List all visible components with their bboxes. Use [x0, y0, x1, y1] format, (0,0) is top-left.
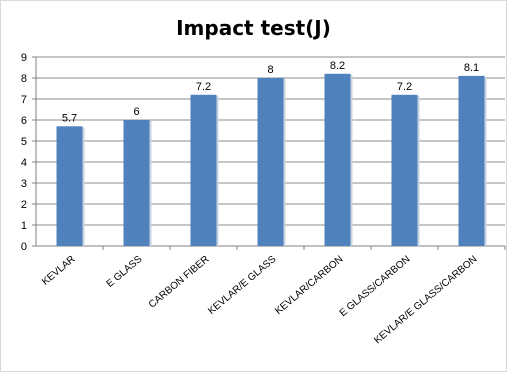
bar: [391, 94, 418, 246]
data-label: 5.7: [62, 112, 77, 124]
data-label: 8: [267, 64, 273, 76]
data-labels: 5.7 6 7.2 8 8.2 7.2 8.1: [62, 60, 479, 125]
y-tick-label: 5: [21, 136, 27, 148]
chart-title: Impact test(J): [176, 16, 331, 40]
y-tick-label: 3: [21, 178, 27, 190]
bars: [56, 73, 487, 247]
category-label: KEVLAR/E GLASS: [206, 254, 278, 317]
category-label: CARBON FIBER: [147, 254, 212, 311]
y-tick-label: 1: [21, 220, 27, 232]
bar: [190, 94, 217, 246]
y-tick-label: 7: [21, 94, 27, 106]
y-tick-label: 9: [21, 52, 27, 64]
bar: [257, 78, 284, 246]
y-tick-label: 0: [21, 241, 27, 253]
data-label: 7.2: [397, 81, 412, 93]
bar: [123, 120, 150, 246]
category-label: KEVLAR/CARBON: [273, 254, 345, 317]
y-tick-label: 4: [21, 157, 27, 169]
bar: [56, 126, 83, 246]
y-axis: 0 1 2 3 4 5 6 7 8 9: [21, 52, 37, 253]
data-label: 8.2: [330, 60, 345, 72]
bar: [324, 73, 351, 246]
y-tick-label: 8: [21, 73, 27, 85]
data-label: 6: [133, 106, 139, 118]
bar: [458, 75, 485, 247]
category-label: E GLASS/CARBON: [338, 254, 413, 319]
y-tick-label: 6: [21, 115, 27, 127]
category-label: E GLASS: [105, 254, 145, 290]
y-tick-label: 2: [21, 199, 27, 211]
data-label: 7.2: [196, 81, 211, 93]
data-label: 8.1: [464, 62, 479, 74]
category-label: KEVLAR: [40, 254, 77, 288]
